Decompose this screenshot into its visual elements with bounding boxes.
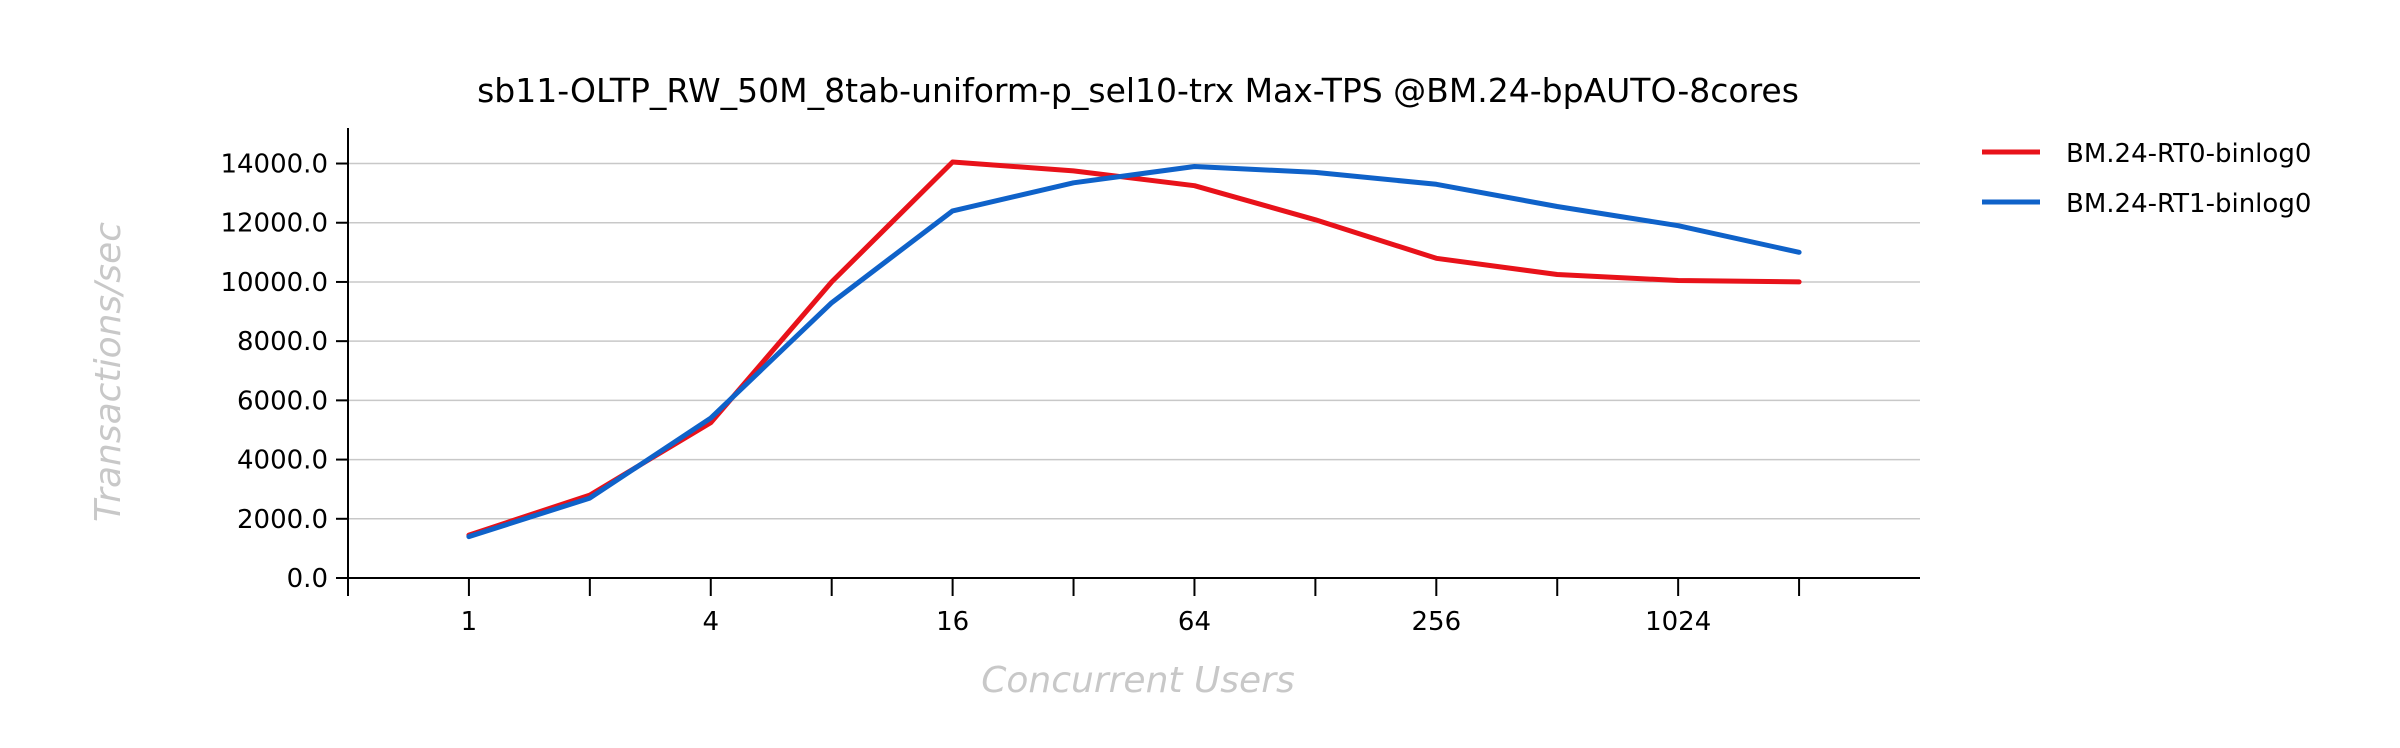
gridlines [348,162,1920,520]
x-tick-label: 16 [936,607,969,637]
legend-label: BM.24-RT1-binlog0 [2066,189,2311,219]
x-tick-label: 4 [702,607,719,637]
x-tick-label: 256 [1411,607,1461,637]
x-tick-label: 64 [1178,607,1211,637]
y-axis-ticks: 0.0 2000.0 4000.0 6000.0 8000.0 10000.0 12000.… [220,150,348,594]
x-tick-label: 1024 [1645,607,1711,637]
y-tick-label: 6000.0 [237,386,328,416]
chart-title: sb11-OLTP_RW_50M_8tab-uniform-p_sel10-tr… [477,71,1799,110]
y-axis-label: Transactions/sec [88,222,129,522]
y-tick-label: 8000.0 [237,327,328,357]
axes [347,128,1920,579]
legend: BM.24-RT0-binlog0 BM.24-RT1-binlog0 [1982,139,2311,219]
y-tick-label: 0.0 [287,564,328,594]
y-tick-label: 4000.0 [237,446,328,476]
x-axis-label: Concurrent Users [981,660,1295,701]
x-axis-ticks: 1 4 16 64 256 1024 [347,578,1801,637]
x-tick-label: 1 [461,607,478,637]
series-line-1 [466,159,1802,538]
y-tick-label: 10000.0 [220,268,328,298]
y-tick-label: 14000.0 [220,150,328,180]
series-lines [466,159,1802,540]
y-tick-label: 12000.0 [220,209,328,239]
y-tick-label: 2000.0 [237,505,328,535]
legend-label: BM.24-RT0-binlog0 [2066,139,2311,169]
series-line-2 [466,164,1802,540]
